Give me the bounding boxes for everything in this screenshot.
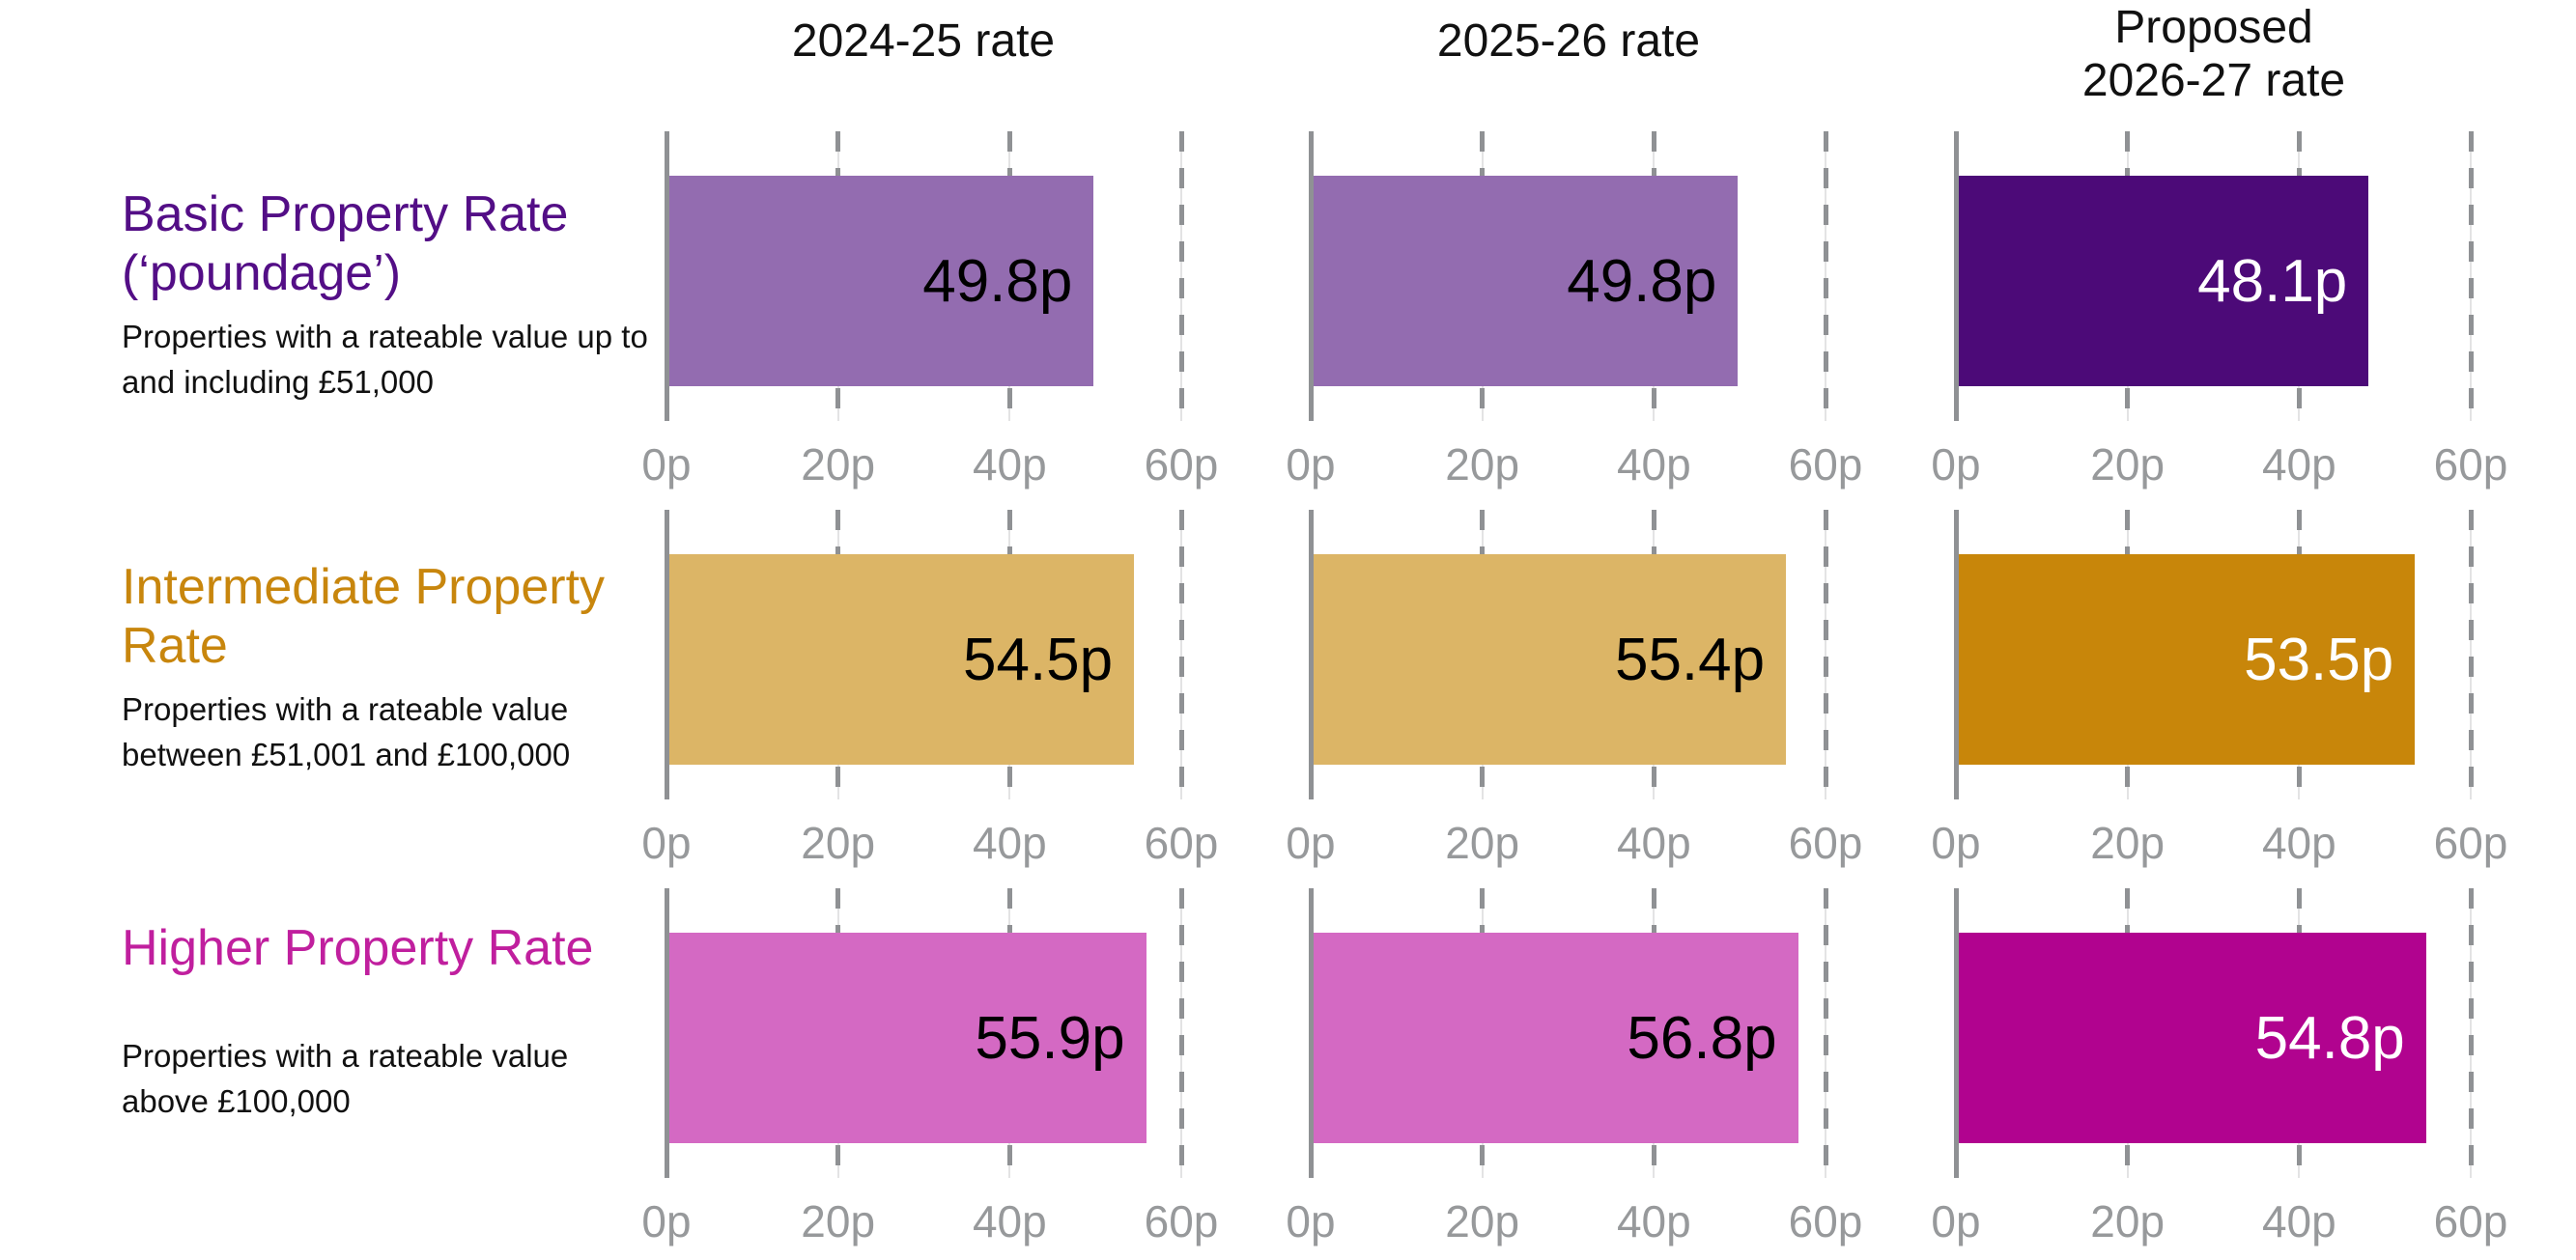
bar-value-label: 49.8p: [1567, 247, 1717, 315]
axis-tick-label: 60p: [1788, 1196, 1863, 1246]
chart-cell: 0p 20p 40p 60p 53.5p: [1931, 510, 2507, 869]
axis-tick-label: 0p: [641, 1196, 692, 1246]
axis-tick-label: 20p: [801, 1196, 876, 1246]
chart-cell: 0p 20p 40p 60p 54.5p: [641, 510, 1218, 869]
column-header-line: 2026-27 rate: [2081, 54, 2346, 106]
axis-tick-label: 20p: [801, 439, 876, 490]
axis-tick-label: 0p: [641, 439, 692, 490]
bar-value-label: 53.5p: [2244, 626, 2394, 693]
axis-tick-label: 40p: [1616, 818, 1691, 868]
bar: 49.8p: [666, 176, 1094, 386]
axis-tick-label: 40p: [972, 818, 1047, 868]
row-title: Higher Property Rate: [122, 920, 594, 976]
row-title: Intermediate Property Rate: [122, 559, 606, 674]
axis-tick-label: 40p: [2261, 1196, 2336, 1246]
axis-tick-label: 60p: [1144, 818, 1219, 868]
row-label-intermediate: Intermediate Property Rate Properties wi…: [122, 558, 663, 777]
axis-tick-label: 0p: [1286, 818, 1336, 868]
axis-tick-label: 60p: [1144, 1196, 1219, 1246]
gridline-dashed: [1178, 131, 1184, 421]
column-header-2024-25: 2024-25 rate: [634, 15, 1213, 69]
column-header-2025-26: 2025-26 rate: [1279, 15, 1858, 69]
axis-tick-label: 20p: [1445, 818, 1520, 868]
axis-tick-label: 40p: [1616, 1196, 1691, 1246]
axis-tick-label: 0p: [1931, 1196, 1981, 1246]
column-header-line: 2024-25 rate: [791, 15, 1056, 67]
axis-line: [1309, 131, 1314, 421]
axis-line: [1954, 888, 1959, 1178]
axis-tick-label: 60p: [2433, 818, 2508, 868]
chart-cell: 0p 20p 40p 60p 55.4p: [1286, 510, 1862, 869]
axis-line: [1954, 131, 1959, 421]
chart-cell: 0p 20p 40p 60p 54.8p: [1931, 888, 2507, 1247]
bar: 56.8p: [1311, 933, 1798, 1143]
chart-cell: 0p 20p 40p 60p 49.8p: [1286, 131, 1862, 490]
bar-value-label: 55.4p: [1614, 626, 1766, 693]
axis-tick-label: 0p: [1286, 1196, 1336, 1246]
gridline-dashed: [1823, 131, 1828, 421]
bar: 54.5p: [666, 554, 1135, 765]
bar: 48.1p: [1956, 176, 2369, 386]
chart-cell: 0p 20p 40p 60p 48.1p: [1931, 131, 2507, 490]
gridline-dashed: [2468, 131, 2474, 421]
row-title: Basic Property Rate (‘poundage’): [122, 186, 569, 301]
axis-tick-label: 40p: [972, 439, 1047, 490]
bar: 49.8p: [1311, 176, 1739, 386]
gridline-dashed: [2468, 510, 2474, 799]
bar-value-label: 54.5p: [962, 626, 1114, 693]
axis-tick-label: 20p: [2090, 818, 2166, 868]
gridline-dashed: [1823, 888, 1828, 1178]
axis-tick-label: 20p: [2090, 439, 2166, 490]
row-label-higher: Higher Property Rate Properties with a r…: [122, 919, 663, 1125]
axis-tick-label: 20p: [1445, 439, 1520, 490]
chart-cell: 0p 20p 40p 60p 55.9p: [641, 888, 1218, 1247]
axis-tick-label: 0p: [641, 818, 692, 868]
axis-tick-label: 60p: [2433, 439, 2508, 490]
axis-tick-label: 20p: [801, 818, 876, 868]
bar: 55.9p: [666, 933, 1146, 1143]
axis-tick-label: 0p: [1931, 439, 1981, 490]
gridline-dashed: [1823, 510, 1828, 799]
axis-line: [665, 888, 669, 1178]
chart-cell: 0p 20p 40p 60p 56.8p: [1286, 888, 1862, 1247]
axis-line: [1309, 888, 1314, 1178]
axis-tick-label: 40p: [2261, 818, 2336, 868]
bar: 55.4p: [1311, 554, 1787, 765]
axis-tick-label: 20p: [1445, 1196, 1520, 1246]
row-description: Properties with a rateable value above £…: [122, 1037, 569, 1119]
axis-tick-label: 60p: [1788, 439, 1863, 490]
gridline-dashed: [1178, 510, 1184, 799]
axis-line: [665, 131, 669, 421]
bar-value-label: 48.1p: [2197, 247, 2348, 315]
chart-cell: 0p 20p 40p 60p 49.8p: [641, 131, 1218, 490]
axis-line: [1954, 510, 1959, 799]
bar-value-label: 49.8p: [922, 247, 1073, 315]
gridline-dashed: [1178, 888, 1184, 1178]
column-header-proposed-2026-27: Proposed 2026-27 rate: [1924, 2, 2504, 107]
bar-value-label: 56.8p: [1627, 1004, 1777, 1072]
bar-value-label: 54.8p: [2254, 1004, 2405, 1072]
bar: 53.5p: [1956, 554, 2416, 765]
column-header-line: Proposed: [2114, 2, 2313, 53]
axis-tick-label: 20p: [2090, 1196, 2166, 1246]
column-header-line: 2025-26 rate: [1436, 15, 1701, 67]
axis-tick-label: 40p: [1616, 439, 1691, 490]
axis-tick-label: 60p: [2433, 1196, 2508, 1246]
axis-line: [1309, 510, 1314, 799]
axis-tick-label: 0p: [1286, 439, 1336, 490]
bar: 54.8p: [1956, 933, 2426, 1143]
gridline-dashed: [2468, 888, 2474, 1178]
axis-tick-label: 40p: [2261, 439, 2336, 490]
row-description: Properties with a rateable value up to a…: [122, 318, 648, 400]
row-label-basic: Basic Property Rate (‘poundage’) Propert…: [122, 185, 663, 405]
axis-tick-label: 40p: [972, 1196, 1047, 1246]
axis-tick-label: 60p: [1144, 439, 1219, 490]
axis-line: [665, 510, 669, 799]
bar-value-label: 55.9p: [975, 1004, 1125, 1072]
axis-tick-label: 0p: [1931, 818, 1981, 868]
row-description: Properties with a rateable value between…: [122, 690, 571, 772]
axis-tick-label: 60p: [1788, 818, 1863, 868]
